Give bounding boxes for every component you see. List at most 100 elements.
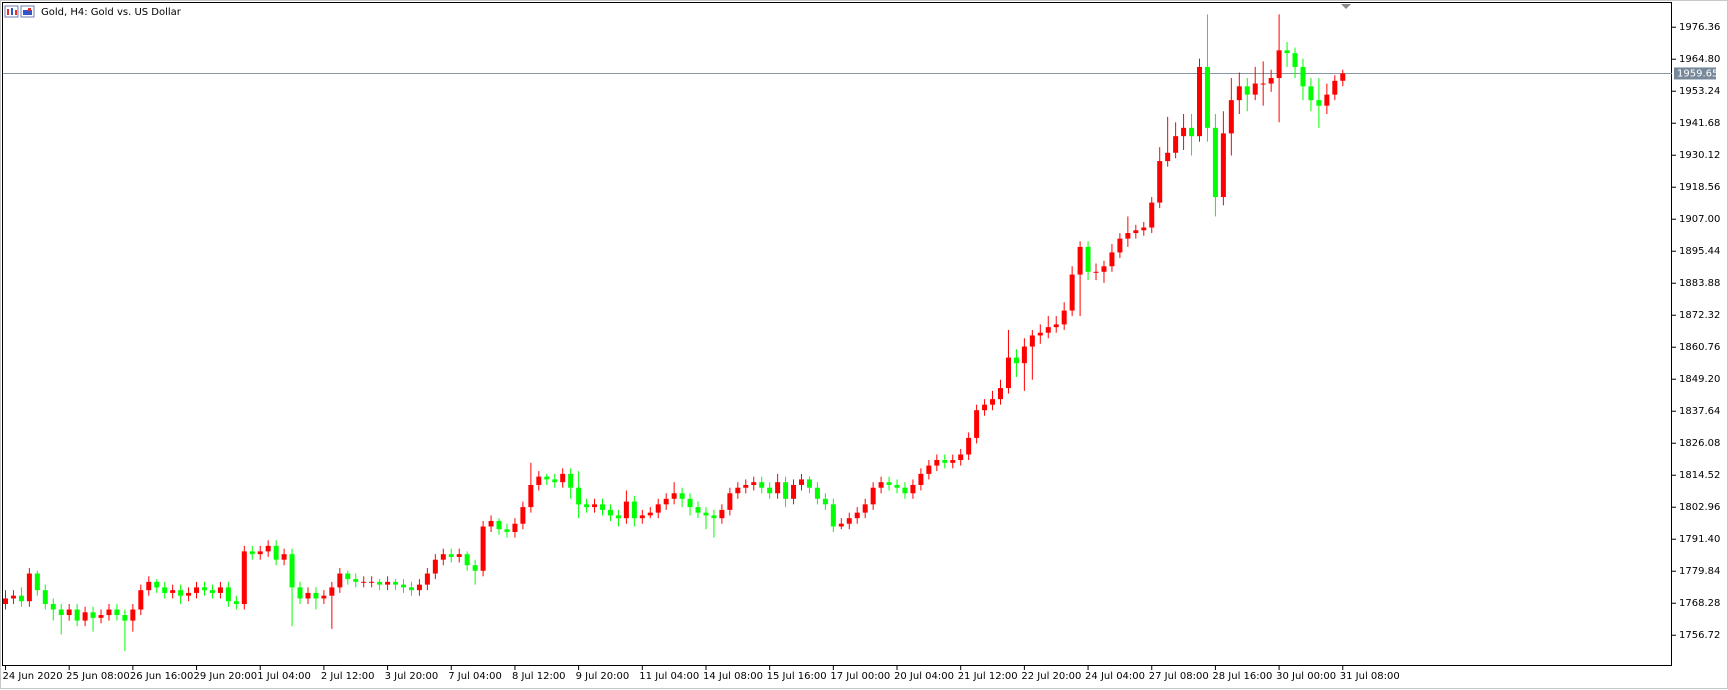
candle-body — [679, 493, 685, 499]
candle-body — [249, 551, 255, 555]
y-tick-label: 1791.40 — [1679, 534, 1720, 545]
candle-body — [162, 587, 168, 593]
candle-body — [607, 509, 613, 516]
y-tick-label: 1872.32 — [1679, 310, 1720, 321]
candle-body — [759, 482, 765, 488]
candle-body — [3, 598, 8, 604]
candle-body — [934, 460, 940, 466]
candle-body — [799, 479, 804, 485]
candle-body — [496, 520, 502, 530]
candle-body — [966, 437, 972, 455]
candle-body — [1085, 246, 1091, 272]
candle-body — [1236, 86, 1242, 101]
candle-body — [122, 615, 128, 621]
candle-body — [751, 482, 757, 485]
candle-body — [735, 487, 741, 494]
candle-body — [663, 498, 669, 505]
y-tick-label: 1976.36 — [1679, 22, 1720, 33]
candle-body — [1189, 127, 1195, 137]
x-tick-label: 24 Jun 2020 — [3, 671, 63, 682]
candle-body — [998, 388, 1003, 400]
candle-body — [822, 498, 828, 505]
candle-body — [265, 545, 271, 552]
candle-body — [1332, 80, 1338, 95]
candle-body — [631, 501, 637, 519]
candle-body — [1181, 127, 1187, 137]
candle-body — [321, 595, 327, 599]
candle-body — [329, 587, 335, 596]
candle-body — [401, 584, 406, 588]
candle-body — [289, 554, 295, 588]
candle-body — [544, 476, 550, 480]
candle-body — [1173, 136, 1179, 153]
candle-body — [178, 590, 184, 596]
candle-body — [1197, 66, 1202, 137]
candle-body — [146, 581, 152, 591]
candle-body — [958, 454, 964, 461]
candle-body — [313, 592, 319, 599]
candle-body — [345, 573, 351, 580]
y-tick-label: 1941.68 — [1679, 118, 1720, 129]
candle-body — [408, 587, 414, 591]
y-tick-label: 1953.24 — [1679, 86, 1720, 97]
candle-body — [1204, 66, 1210, 128]
y-tick-label: 1849.20 — [1679, 374, 1720, 385]
candle-body — [138, 590, 144, 610]
candle-body — [1165, 152, 1171, 162]
candle-body — [854, 512, 860, 519]
candle-body — [353, 579, 359, 582]
candle-body — [1300, 66, 1306, 87]
candle-body — [552, 479, 558, 483]
candle-body — [592, 504, 598, 508]
candle-body — [58, 609, 64, 616]
x-tick-label: 24 Jul 04:00 — [1085, 671, 1145, 682]
candle-body — [639, 515, 645, 519]
y-tick-label: 1918.56 — [1679, 182, 1720, 193]
candle-body — [488, 520, 494, 527]
candle-body — [1133, 230, 1139, 234]
candle-body — [886, 482, 892, 485]
plot-frame — [2, 2, 1672, 666]
candle-body — [377, 581, 383, 585]
candle-body — [695, 507, 701, 513]
candle-body — [297, 587, 303, 599]
candle-body — [202, 587, 207, 591]
candle-body — [26, 573, 32, 602]
x-tick-label: 2 Jul 12:00 — [321, 671, 375, 682]
candle-body — [775, 482, 781, 494]
candle-body — [337, 573, 343, 588]
candle-body — [791, 484, 797, 499]
candle-body — [416, 584, 422, 591]
candle-body — [1109, 252, 1115, 267]
candle-body — [273, 545, 279, 560]
candle-body — [910, 484, 916, 494]
candle-body — [480, 526, 486, 571]
candle-body — [767, 487, 773, 494]
y-tick-label: 1756.72 — [1679, 630, 1720, 641]
candle-body — [1260, 83, 1266, 85]
x-tick-label: 3 Jul 20:00 — [385, 671, 439, 682]
candle-body — [393, 581, 399, 585]
candle-body — [528, 484, 534, 508]
candle-body — [361, 581, 367, 583]
candle-body — [385, 581, 391, 585]
candle-body — [424, 573, 430, 585]
y-tick-label: 1895.44 — [1679, 246, 1720, 257]
x-tick-label: 21 Jul 12:00 — [958, 671, 1018, 682]
candle-body — [1284, 50, 1290, 54]
candle-body — [1077, 246, 1083, 275]
x-tick-label: 15 Jul 16:00 — [767, 671, 827, 682]
candle-body — [1340, 73, 1346, 81]
candle-body — [1053, 324, 1059, 328]
candle-body — [568, 473, 574, 488]
candle-body — [1117, 238, 1123, 253]
candle-body — [1021, 346, 1027, 364]
candle-body — [878, 482, 884, 488]
x-tick-label: 14 Jul 08:00 — [703, 671, 763, 682]
candle-body — [257, 551, 263, 555]
candle-body — [727, 493, 733, 510]
candle-body — [536, 476, 542, 485]
x-tick-label: 22 Jul 20:00 — [1021, 671, 1081, 682]
